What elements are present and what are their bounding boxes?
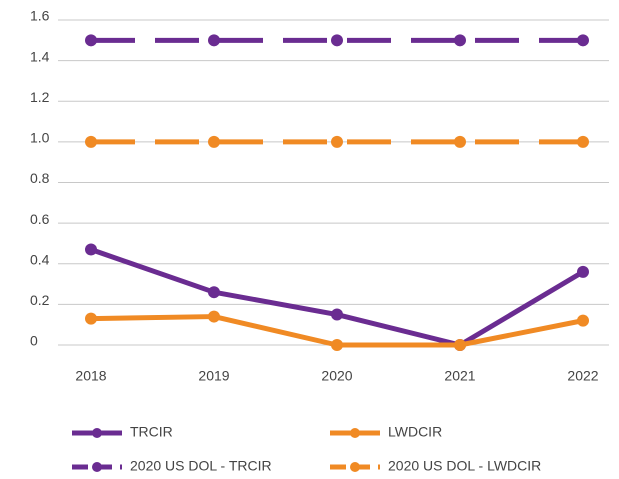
y-tick-label: 0.2 [30, 292, 50, 308]
y-tick-label: 0 [30, 333, 38, 349]
legend-label: 2020 US DOL - TRCIR [130, 458, 272, 474]
x-tick-label: 2018 [75, 368, 106, 384]
series-marker [208, 286, 220, 299]
series-marker [85, 312, 97, 325]
y-tick-label: 0.8 [30, 170, 50, 186]
series-marker [331, 135, 343, 148]
series-marker [454, 135, 466, 148]
series-marker [454, 339, 466, 351]
legend-marker [92, 462, 102, 472]
y-tick-label: 0.6 [30, 211, 50, 227]
y-tick-label: 1.2 [30, 89, 50, 105]
series-marker [331, 308, 343, 321]
series-marker [85, 243, 97, 256]
y-tick-label: 0.4 [30, 251, 50, 267]
series-marker [577, 265, 589, 278]
x-tick-label: 2020 [321, 368, 352, 384]
series-marker [577, 34, 589, 47]
legend-label: TRCIR [130, 424, 173, 440]
series-marker [208, 135, 220, 148]
series-marker [85, 135, 97, 148]
y-tick-label: 1.0 [30, 130, 50, 146]
legend-marker [350, 428, 360, 438]
legend-label: 2020 US DOL - LWDCIR [388, 458, 541, 474]
x-tick-label: 2019 [198, 368, 229, 384]
legend-marker [92, 428, 102, 438]
series-marker [577, 135, 589, 148]
legend-label: LWDCIR [388, 424, 442, 440]
series-marker [85, 34, 97, 47]
series-marker [208, 310, 220, 323]
y-tick-label: 1.6 [30, 8, 50, 24]
x-tick-label: 2021 [444, 368, 475, 384]
series-marker [331, 339, 343, 351]
x-tick-label: 2022 [567, 368, 598, 384]
series-marker [208, 34, 220, 47]
series-marker [454, 34, 466, 47]
y-tick-label: 1.4 [30, 48, 50, 64]
series-marker [577, 314, 589, 327]
legend-marker [350, 462, 360, 472]
series-marker [331, 34, 343, 47]
